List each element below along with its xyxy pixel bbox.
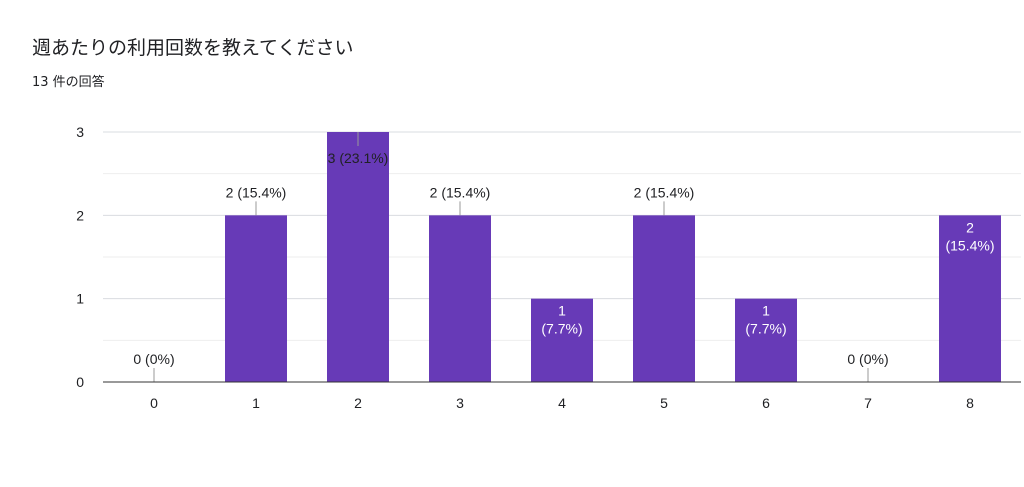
bar [633, 215, 695, 382]
bar [429, 215, 491, 382]
data-label: 2 (15.4%) [634, 184, 695, 200]
x-tick-label: 4 [558, 395, 566, 411]
x-tick-label: 3 [456, 395, 464, 411]
data-label: 3 (23.1%) [328, 150, 389, 166]
data-label: 2 (15.4%) [430, 184, 491, 200]
y-tick-label: 0 [76, 374, 84, 390]
data-label: (15.4%) [945, 237, 994, 253]
bar [939, 215, 1001, 382]
x-tick-label: 8 [966, 395, 974, 411]
data-label: 1 [762, 303, 770, 319]
data-label: 0 (0%) [133, 351, 174, 367]
x-tick-label: 5 [660, 395, 668, 411]
data-label: (7.7%) [541, 321, 582, 337]
bar [735, 298, 797, 382]
y-tick-label: 3 [76, 124, 84, 140]
data-label: 2 (15.4%) [226, 184, 287, 200]
data-label: 0 (0%) [847, 351, 888, 367]
chart-title: 週あたりの利用回数を教えてください [32, 37, 354, 59]
bar [327, 132, 389, 382]
bar [225, 215, 287, 382]
data-label: 1 [558, 303, 566, 319]
x-tick-label: 0 [150, 395, 158, 411]
x-tick-label: 2 [354, 395, 362, 411]
x-tick-label: 7 [864, 395, 872, 411]
bar [531, 298, 593, 382]
x-tick-label: 6 [762, 395, 770, 411]
response-count: 13 件の回答 [32, 75, 105, 90]
data-label: (7.7%) [745, 321, 786, 337]
y-tick-label: 2 [76, 207, 84, 223]
data-label: 2 [966, 219, 974, 235]
x-tick-label: 1 [252, 395, 260, 411]
y-tick-label: 1 [76, 291, 84, 307]
